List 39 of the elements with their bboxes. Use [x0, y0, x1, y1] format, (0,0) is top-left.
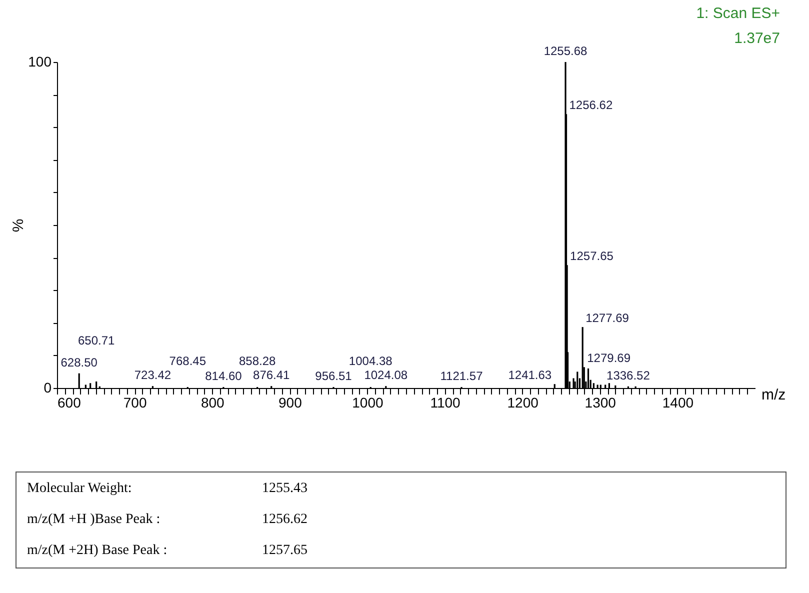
annotation: 1336.52 — [606, 368, 650, 382]
annotation: 1257.65 — [570, 249, 614, 264]
x-tick-label: 700 — [123, 394, 147, 410]
text: Molecular Weight: — [27, 481, 132, 496]
x-tick-label: 800 — [200, 394, 225, 410]
annotation: 628.50 — [60, 355, 98, 370]
annotation: 650.71 — [78, 333, 116, 348]
x-tick-label: 1200 — [507, 394, 539, 410]
annotation: 1024.08 — [364, 368, 408, 382]
annotation: 876.41 — [253, 368, 290, 382]
annotation: 1279.69 — [587, 351, 631, 366]
annotation: 956.51 — [315, 369, 352, 384]
x-tick-label: 1300 — [584, 394, 616, 410]
text: m/z(M +2H) Base Peak : — [27, 543, 168, 558]
text: 1: Scan ES+ — [696, 5, 780, 22]
text: m/z(M +H )Base Peak : — [27, 512, 160, 527]
annotation: 1277.69 — [586, 311, 630, 326]
x-tick-label: 1100 — [430, 394, 461, 410]
text: 1255.43 — [262, 481, 308, 496]
annotation: 1256.62 — [569, 98, 613, 112]
y-axis-title: % — [10, 218, 28, 232]
annotation: 768.45 — [169, 354, 206, 368]
annotation: 723.42 — [134, 368, 172, 382]
annotation: 1255.68 — [544, 44, 588, 58]
text: 1256.62 — [262, 512, 308, 527]
text: 1.37e7 — [734, 30, 780, 47]
x-tick-label: 1400 — [662, 394, 694, 410]
annotation: 1241.63 — [508, 368, 552, 382]
y-tick-label: 100 — [28, 54, 52, 70]
x-tick-label: 1000 — [352, 394, 384, 410]
x-tick-label: 600 — [58, 394, 82, 410]
annotation: 1121.57 — [440, 369, 484, 384]
annotation: 1004.38 — [348, 354, 393, 368]
annotation: 814.60 — [205, 369, 242, 384]
annotation: 858.28 — [238, 354, 276, 368]
x-tick-label: 900 — [278, 394, 302, 410]
x-axis-title: m/z — [762, 386, 786, 404]
text: 1257.65 — [262, 543, 308, 558]
y-tick-label: 0 — [44, 380, 52, 396]
